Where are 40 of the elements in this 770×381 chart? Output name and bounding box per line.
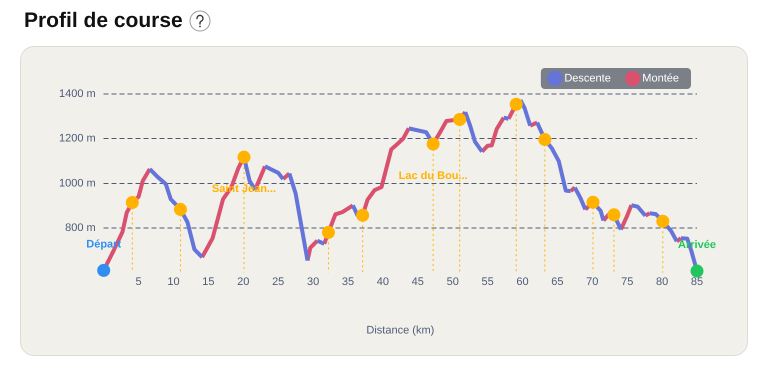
- x-tick-label: 30: [306, 276, 320, 288]
- point: [174, 202, 187, 216]
- x-tick-label: 50: [446, 276, 459, 288]
- point: [510, 98, 523, 111]
- x-tick-label: 10: [167, 276, 180, 288]
- chart-title: Profil de course: [24, 9, 183, 33]
- x-tick-label: 85: [690, 276, 704, 288]
- x-tick-label: 20: [237, 276, 250, 288]
- x-tick-label: 70: [586, 276, 598, 288]
- point: [126, 196, 139, 209]
- x-tick-label: 55: [481, 276, 494, 288]
- x-tick-label: 45: [412, 276, 424, 288]
- legend-label: Montée: [642, 72, 680, 85]
- x-tick-label: 80: [656, 276, 668, 288]
- point: [356, 208, 370, 222]
- legend-label: Descente: [564, 72, 611, 85]
- x-tick-label: 5: [136, 276, 142, 288]
- point: [453, 112, 466, 126]
- point: [656, 214, 670, 228]
- point: [607, 208, 620, 222]
- x-tick-label: 60: [516, 276, 529, 288]
- point: [690, 264, 704, 278]
- x-tick-label: 25: [272, 276, 284, 288]
- y-tick-label: 1400 m: [58, 88, 96, 100]
- point: [322, 226, 335, 239]
- point: [97, 264, 110, 277]
- point: [426, 138, 440, 151]
- x-tick-label: 15: [202, 276, 215, 288]
- y-tick-label: 1000 m: [58, 177, 96, 190]
- y-tick-label: 1200 m: [58, 132, 96, 145]
- x-tick-label: 40: [376, 276, 390, 288]
- point: [586, 196, 600, 209]
- point: [538, 133, 552, 146]
- annotation: Lac du Bou...: [398, 170, 468, 182]
- x-tick-label: 35: [342, 276, 354, 288]
- x-axis-title: Distance (km): [366, 324, 434, 336]
- x-tick-label: 75: [621, 276, 634, 288]
- y-tick-label: 800 m: [65, 222, 96, 234]
- x-tick-label: 65: [551, 276, 564, 288]
- point: [237, 150, 250, 164]
